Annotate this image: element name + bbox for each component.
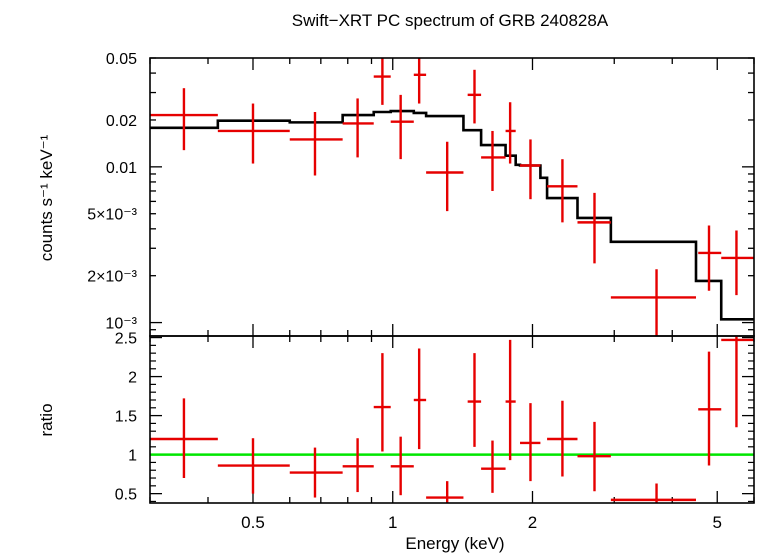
ratio-panel: 0.5 1 1.5 2 2.5 0.5 1 2 5 <box>115 331 755 532</box>
data-point <box>217 103 290 164</box>
x-tick-label: 0.5 <box>241 513 265 532</box>
chart-title: Swift−XRT PC spectrum of GRB 240828A <box>292 11 609 30</box>
data-point <box>373 58 391 105</box>
y-tick-label: 0.5 <box>115 487 137 504</box>
ratio-point <box>721 336 754 428</box>
data-point <box>721 230 754 296</box>
data-point <box>289 112 343 176</box>
y-tick-label: 2.5 <box>115 331 137 348</box>
y-tick-label: 0.05 <box>106 51 137 68</box>
ratio-point <box>373 353 391 452</box>
data-point <box>577 192 611 264</box>
ratio-point <box>217 438 290 494</box>
ratio-point <box>467 353 482 447</box>
ratio-frame <box>149 335 755 504</box>
ratio-point <box>610 483 696 503</box>
ratio-y-axis-label: ratio <box>37 403 56 436</box>
data-point <box>342 98 374 158</box>
ratio-point <box>547 400 578 477</box>
ratio-point <box>505 339 516 461</box>
y-tick-label: 1 <box>128 448 137 465</box>
spectrum-frame <box>149 57 755 337</box>
ratio-point <box>413 348 427 450</box>
ratio-point <box>520 403 541 482</box>
spectrum-y-axis-label: counts s⁻¹ keV⁻¹ <box>37 134 56 261</box>
data-point <box>481 130 506 191</box>
model-curve <box>150 109 754 321</box>
data-point <box>505 102 516 164</box>
ratio-point <box>150 398 218 479</box>
ratio-point <box>426 481 464 503</box>
x-tick-label: 5 <box>713 513 722 532</box>
ratio-point <box>577 421 611 492</box>
spectrum-panel: 0.05 0.02 0.01 5×10⁻³ 2×10⁻³ 10⁻³ <box>87 51 755 337</box>
ratio-point <box>698 351 722 466</box>
data-point <box>426 141 464 212</box>
x-axis-label: Energy (keV) <box>405 534 504 553</box>
ratio-point <box>390 436 414 496</box>
x-tick-label: 1 <box>388 513 397 532</box>
y-tick-label: 0.02 <box>106 113 137 130</box>
data-point <box>520 139 541 200</box>
y-tick-label: 10⁻³ <box>105 316 137 333</box>
y-tick-label: 5×10⁻³ <box>87 207 137 224</box>
y-tick-label: 0.01 <box>106 160 137 177</box>
data-point <box>698 225 722 291</box>
y-tick-label: 2×10⁻³ <box>87 269 137 286</box>
data-point <box>547 159 578 223</box>
ratio-point <box>289 447 343 498</box>
data-point <box>413 58 427 104</box>
ratio-point <box>481 440 506 493</box>
ratio-point <box>342 438 374 493</box>
data-point <box>150 88 218 151</box>
data-point <box>610 269 696 336</box>
data-point <box>467 69 482 124</box>
data-point <box>390 94 414 160</box>
y-tick-label: 2 <box>128 370 137 387</box>
x-tick-label: 2 <box>528 513 537 532</box>
y-tick-label: 1.5 <box>115 409 137 426</box>
